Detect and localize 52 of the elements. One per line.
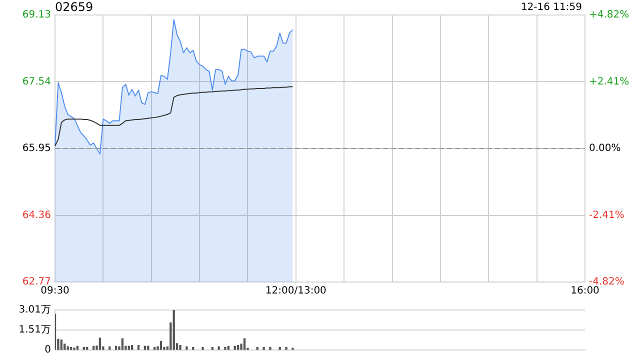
y-tick-label: 67.54 bbox=[22, 76, 51, 88]
bar bbox=[64, 344, 66, 350]
bar bbox=[114, 346, 118, 350]
bar bbox=[285, 347, 288, 350]
bar bbox=[237, 345, 240, 350]
x-tick-label: 12:00/13:00 bbox=[265, 286, 326, 297]
y2-tick-label: 0.00% bbox=[589, 143, 621, 154]
y-tick-label: 0 bbox=[44, 344, 51, 356]
bar bbox=[137, 345, 140, 350]
chart-title: 02659 bbox=[55, 0, 94, 14]
bar bbox=[202, 347, 204, 350]
bar bbox=[192, 347, 194, 350]
y-tick-label: 69.13 bbox=[22, 10, 51, 21]
bar bbox=[66, 346, 69, 350]
bar bbox=[262, 347, 265, 350]
bar bbox=[227, 346, 230, 350]
x-tick-label: 09:30 bbox=[40, 286, 70, 297]
y-tick-label: 3.01万 bbox=[18, 304, 51, 316]
bar bbox=[160, 340, 162, 350]
bar bbox=[269, 347, 272, 350]
bar bbox=[82, 347, 85, 350]
bar bbox=[243, 338, 246, 350]
bar bbox=[179, 345, 182, 350]
bar bbox=[172, 310, 175, 350]
y2-tick-label: -2.41% bbox=[589, 210, 624, 221]
bar bbox=[186, 346, 188, 350]
bar bbox=[98, 338, 102, 350]
y2-tick-label: +4.82% bbox=[589, 10, 630, 21]
bar bbox=[121, 338, 124, 350]
bar bbox=[153, 347, 156, 350]
y-tick-label: 1.51万 bbox=[18, 324, 51, 336]
y2-tick-label: +2.41% bbox=[589, 76, 630, 88]
bar bbox=[144, 346, 146, 350]
bar bbox=[70, 347, 72, 350]
bar bbox=[278, 347, 281, 350]
x-tick-label: 16:00 bbox=[570, 286, 600, 297]
bar bbox=[60, 340, 63, 350]
bar bbox=[218, 346, 220, 350]
bar bbox=[86, 347, 88, 350]
text: 12-16 11:59 bbox=[520, 2, 582, 13]
bar bbox=[131, 345, 134, 350]
y-tick-label: 64.36 bbox=[22, 210, 51, 221]
bar bbox=[92, 346, 95, 350]
bar bbox=[108, 346, 111, 350]
bar bbox=[211, 347, 214, 350]
bar bbox=[256, 347, 258, 350]
bar bbox=[234, 346, 236, 350]
bar bbox=[128, 346, 130, 350]
bar bbox=[76, 346, 79, 350]
bar bbox=[147, 346, 150, 350]
y-tick-label: 65.95 bbox=[22, 143, 51, 154]
bar bbox=[224, 347, 226, 350]
